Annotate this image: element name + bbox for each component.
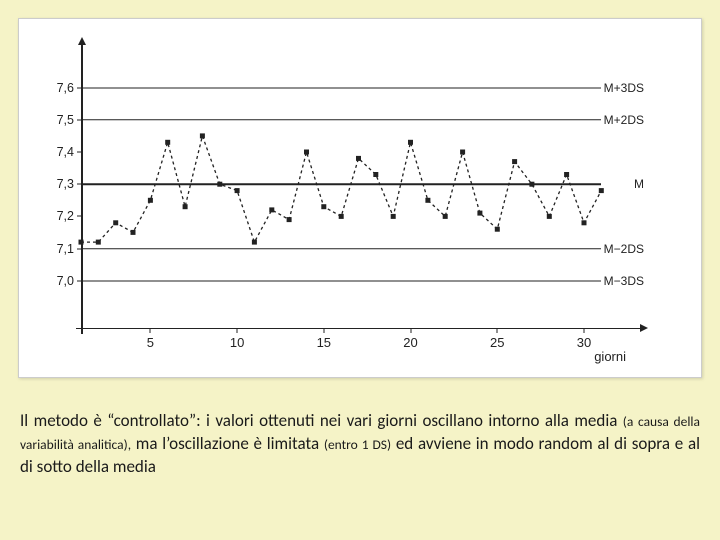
x-tick-mark [410, 329, 411, 333]
data-series [81, 49, 636, 329]
y-tick-label: 7,0 [57, 274, 74, 288]
x-tick-label: 25 [490, 335, 504, 350]
x-tick-label: 5 [147, 335, 154, 350]
x-tick-label: 20 [403, 335, 417, 350]
x-tick-mark [237, 329, 238, 333]
y-tick-label: 7,1 [57, 242, 74, 256]
caption-p1: Il metodo è “controllato”: i valori otte… [20, 410, 623, 431]
caption-p4: (entro 1 DS) [324, 436, 391, 453]
y-tick-label: 7,6 [57, 81, 74, 95]
x-axis-arrow [640, 324, 648, 332]
y-tick-label: 7,3 [57, 177, 74, 191]
y-axis-arrow [78, 37, 86, 45]
x-tick-mark [323, 329, 324, 333]
x-tick-label: 15 [317, 335, 331, 350]
caption-p3: ma l’oscillazione è limitata [131, 433, 324, 454]
caption-text: Il metodo è “controllato”: i valori otte… [20, 410, 700, 479]
y-tick-label: 7,4 [57, 145, 74, 159]
x-tick-mark [497, 329, 498, 333]
x-axis-label: giorni [594, 349, 626, 364]
x-tick-mark [583, 329, 584, 333]
plot-area: M−3DSM−2DSMM+2DSM+3DS 7,07,17,27,37,47,5… [81, 49, 636, 329]
control-chart: M−3DSM−2DSMM+2DSM+3DS 7,07,17,27,37,47,5… [18, 18, 702, 378]
y-tick-label: 7,5 [57, 113, 74, 127]
x-tick-label: 10 [230, 335, 244, 350]
x-tick-mark [150, 329, 151, 333]
x-tick-label: 30 [577, 335, 591, 350]
y-tick-label: 7,2 [57, 209, 74, 223]
